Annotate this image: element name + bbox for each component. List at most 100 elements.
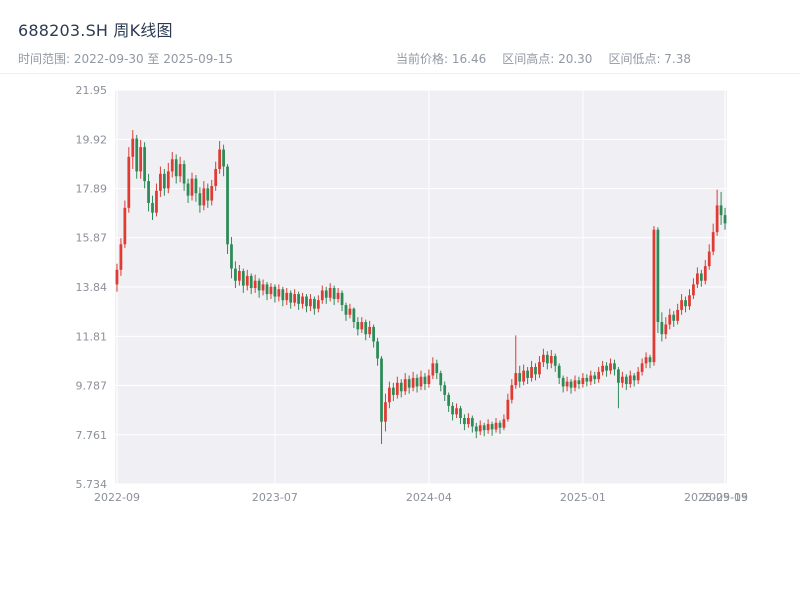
candle-body bbox=[265, 284, 269, 295]
candle-body bbox=[328, 288, 332, 298]
candle-body bbox=[656, 229, 660, 323]
candle-body bbox=[399, 382, 403, 392]
candle-body bbox=[648, 357, 652, 363]
candle-body bbox=[427, 375, 431, 384]
candle-body bbox=[257, 280, 261, 291]
candle-body bbox=[466, 418, 470, 425]
candle-body bbox=[573, 380, 577, 388]
candle-body bbox=[253, 280, 257, 289]
candle-body bbox=[230, 244, 233, 269]
candle-body bbox=[502, 419, 506, 428]
candle-body bbox=[506, 399, 510, 420]
candle-body bbox=[403, 379, 407, 392]
candle-body bbox=[455, 408, 458, 415]
candle-body bbox=[391, 387, 395, 395]
candle-body bbox=[530, 366, 533, 378]
candle-body bbox=[336, 292, 340, 299]
candle-body bbox=[692, 284, 695, 296]
candle-body bbox=[155, 190, 158, 213]
candle-body bbox=[135, 138, 139, 172]
candle-body bbox=[376, 341, 379, 359]
candle-body bbox=[269, 286, 273, 295]
candle-body bbox=[186, 183, 190, 196]
candle-body bbox=[482, 425, 486, 431]
candle-body bbox=[131, 138, 135, 157]
candle-body bbox=[498, 422, 502, 428]
candle-body bbox=[364, 322, 368, 335]
candle-body bbox=[344, 305, 348, 315]
candle-body bbox=[178, 164, 182, 177]
x-tick-label: 2022-09 bbox=[94, 491, 140, 504]
candle-body bbox=[222, 149, 225, 167]
candle-body bbox=[384, 402, 387, 422]
candle-body bbox=[672, 314, 676, 321]
range-low-label: 区间低点: 7.38 bbox=[608, 52, 692, 66]
candle-body bbox=[388, 387, 391, 403]
candle-body bbox=[123, 207, 127, 245]
candle-body bbox=[151, 202, 154, 213]
x-tick-label: 2025-01 bbox=[560, 491, 606, 504]
candle-body bbox=[237, 271, 241, 281]
candle-body bbox=[289, 292, 293, 303]
candle-body bbox=[676, 309, 680, 321]
candlestick-chart: 21.95 19.92 17.89 15.87 13.84 11.81 9.787 7.761… bbox=[76, 84, 749, 504]
candle-body bbox=[601, 365, 605, 372]
candle-body bbox=[451, 405, 454, 415]
candle-body bbox=[699, 273, 703, 281]
candle-body bbox=[680, 300, 683, 310]
y-tick-label: 5.734 bbox=[76, 478, 108, 491]
candle-body bbox=[115, 269, 119, 285]
candle-body bbox=[139, 147, 143, 172]
candle-body bbox=[703, 266, 707, 281]
candle-body bbox=[411, 377, 415, 388]
candle-body bbox=[423, 376, 427, 384]
candle-body bbox=[593, 375, 597, 380]
candle-body bbox=[652, 229, 656, 363]
candles bbox=[115, 130, 727, 445]
candle-body bbox=[190, 178, 194, 196]
candle-body bbox=[241, 271, 245, 286]
candle-body bbox=[206, 188, 210, 201]
candle-body bbox=[597, 371, 601, 380]
y-tick-label: 19.92 bbox=[76, 133, 108, 146]
candle-body bbox=[557, 365, 561, 378]
candle-body bbox=[470, 418, 474, 427]
y-tick-label: 7.761 bbox=[76, 429, 108, 442]
chart-header: 688203.SH 周K线图 时间范围: 2022-09-30 至 2025-0… bbox=[0, 0, 800, 74]
candle-body bbox=[360, 322, 364, 330]
y-tick-label: 13.84 bbox=[76, 281, 108, 294]
candle-body bbox=[478, 425, 482, 432]
candle-body bbox=[486, 424, 490, 431]
candle-body bbox=[407, 379, 411, 388]
candle-body bbox=[644, 357, 648, 364]
candle-body bbox=[194, 178, 198, 194]
candle-body bbox=[628, 375, 632, 384]
candle-body bbox=[340, 292, 344, 306]
candle-body bbox=[245, 275, 249, 286]
candle-body bbox=[395, 382, 399, 395]
candle-body bbox=[545, 354, 549, 364]
candle-body bbox=[589, 375, 593, 382]
candle-body bbox=[459, 408, 462, 419]
candle-body bbox=[301, 296, 304, 304]
x-tick-label: 2024-04 bbox=[406, 491, 452, 504]
candle-body bbox=[309, 298, 312, 307]
candle-body bbox=[182, 164, 186, 184]
candle-body bbox=[261, 284, 265, 291]
y-tick-label: 15.87 bbox=[76, 232, 108, 245]
candle-body bbox=[285, 292, 289, 301]
current-price-label: 当前价格: 16.46 bbox=[396, 52, 487, 66]
candle-body bbox=[581, 377, 585, 384]
candle-body bbox=[166, 171, 170, 189]
time-range-label: 时间范围: 2022-09-30 至 2025-09-15 bbox=[18, 52, 233, 66]
candle-body bbox=[510, 385, 514, 400]
candle-body bbox=[474, 426, 478, 432]
price-summary: 当前价格: 16.46 区间高点: 20.30 区间低点: 7.38 bbox=[396, 50, 691, 67]
candle-body bbox=[494, 422, 498, 430]
candle-body bbox=[514, 373, 518, 386]
candle-body bbox=[707, 251, 711, 267]
candle-body bbox=[526, 370, 529, 378]
candle-body bbox=[723, 215, 727, 224]
candle-body bbox=[202, 188, 206, 206]
y-tick-label: 9.787 bbox=[76, 380, 108, 393]
